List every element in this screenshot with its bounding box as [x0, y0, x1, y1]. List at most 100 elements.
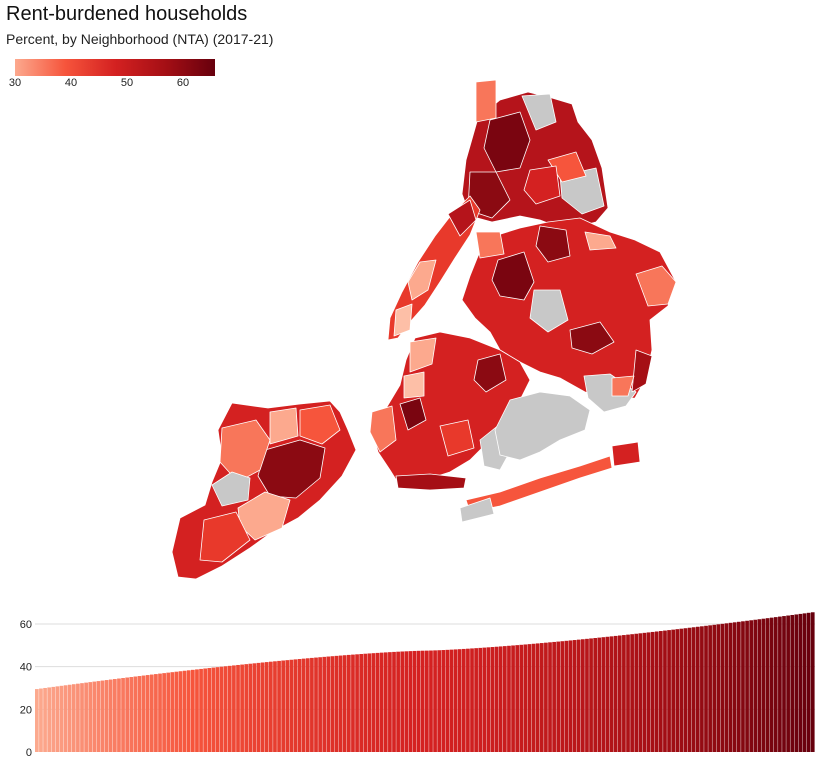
bar: [330, 656, 335, 752]
bar: [96, 681, 101, 752]
bar: [765, 618, 770, 752]
bar: [92, 681, 97, 752]
bar: [527, 644, 532, 752]
nta-brooklyn-3[interactable]: [473, 353, 507, 393]
bar: [314, 657, 318, 752]
bar: [798, 613, 803, 752]
nta-queens-7[interactable]: [475, 231, 505, 259]
bar: [683, 628, 688, 752]
nta-bronx-7[interactable]: [475, 79, 497, 123]
bar: [158, 673, 162, 752]
nta-queens-5[interactable]: [635, 265, 677, 307]
nta-brooklyn-8[interactable]: [439, 419, 475, 457]
legend-color-ramp: [15, 59, 215, 76]
nta-bronx-1[interactable]: [483, 111, 531, 173]
bar: [108, 679, 113, 752]
nta-manhattan-3[interactable]: [447, 199, 477, 237]
nta-brooklyn-6[interactable]: [395, 473, 467, 491]
bar: [515, 645, 520, 752]
nta-queens-4[interactable]: [529, 289, 569, 333]
nta-manhattan-1[interactable]: [407, 259, 437, 301]
bar: [379, 652, 384, 752]
bar: [149, 674, 154, 752]
bar: [43, 687, 47, 752]
bar: [392, 651, 396, 752]
bar: [507, 645, 511, 752]
bar: [535, 643, 540, 752]
nta-queens-1[interactable]: [491, 251, 535, 301]
bar: [199, 668, 203, 752]
page-title: Rent-burdened households: [6, 3, 248, 25]
nta-queens-10[interactable]: [611, 375, 635, 397]
bar: [351, 654, 355, 752]
bar: [375, 652, 380, 752]
bar: [753, 619, 758, 752]
bar: [416, 650, 421, 752]
bar: [88, 682, 93, 752]
nta-staten-island-7[interactable]: [199, 511, 251, 563]
legend-tick-30: 30: [8, 77, 22, 89]
nta-queens-3[interactable]: [584, 231, 617, 251]
bar: [691, 627, 696, 752]
nta-staten-island-1[interactable]: [257, 439, 326, 499]
bar: [252, 663, 257, 752]
bar: [191, 669, 195, 752]
bar: [305, 658, 310, 752]
bar: [667, 630, 671, 752]
nta-brooklyn-4[interactable]: [399, 397, 427, 431]
nta-manhattan-2[interactable]: [393, 303, 413, 337]
nyc-choropleth-map[interactable]: [0, 0, 821, 600]
bar: [71, 684, 76, 752]
chart-y-axis: 0 20 40 60: [20, 619, 32, 759]
bar: [737, 621, 741, 752]
bar: [273, 661, 277, 752]
bar: [593, 638, 598, 752]
nta-queens-9[interactable]: [631, 349, 653, 393]
bar: [342, 655, 347, 752]
bar: [310, 657, 314, 752]
nta-queens-6[interactable]: [569, 321, 615, 355]
bar: [400, 651, 405, 752]
bar: [277, 660, 281, 752]
bar: [474, 648, 478, 752]
bar: [601, 637, 606, 752]
bar: [129, 677, 134, 752]
nta-staten-island-3[interactable]: [211, 471, 251, 507]
bar: [581, 639, 585, 752]
bar: [622, 635, 626, 752]
nta-bronx-3[interactable]: [521, 93, 557, 131]
area-jamaica-bay[interactable]: [494, 391, 591, 461]
bar: [490, 647, 495, 752]
bar: [281, 660, 286, 752]
nta-brooklyn-5[interactable]: [369, 405, 397, 453]
bar: [597, 637, 602, 752]
y-tick-label-20: 20: [20, 704, 32, 716]
bar: [708, 625, 712, 752]
bar: [704, 625, 708, 752]
nta-staten-island-2[interactable]: [219, 419, 271, 483]
bar: [687, 627, 692, 752]
bar: [429, 650, 433, 752]
bar: [712, 624, 717, 752]
bar: [264, 662, 269, 752]
bar: [642, 632, 647, 752]
bar: [630, 634, 634, 752]
bar: [371, 653, 376, 752]
nta-bronx-6[interactable]: [523, 165, 561, 205]
nta-queens-2[interactable]: [535, 225, 571, 263]
area-rockaway-park[interactable]: [459, 497, 495, 523]
nta-staten-island-5[interactable]: [299, 404, 341, 445]
bar: [195, 669, 199, 752]
color-legend: 30 40 50 60: [9, 59, 215, 90]
nta-brooklyn-2[interactable]: [403, 371, 425, 399]
nta-brooklyn-1[interactable]: [409, 337, 437, 373]
nta-rockaway-east[interactable]: [611, 441, 641, 467]
bar: [478, 647, 483, 752]
bar: [626, 634, 630, 752]
bar: [211, 667, 216, 752]
nta-staten-island-6[interactable]: [269, 407, 299, 445]
bar: [445, 649, 450, 752]
legend-tick-40: 40: [64, 77, 78, 89]
bar: [100, 680, 105, 752]
bar: [728, 622, 733, 752]
